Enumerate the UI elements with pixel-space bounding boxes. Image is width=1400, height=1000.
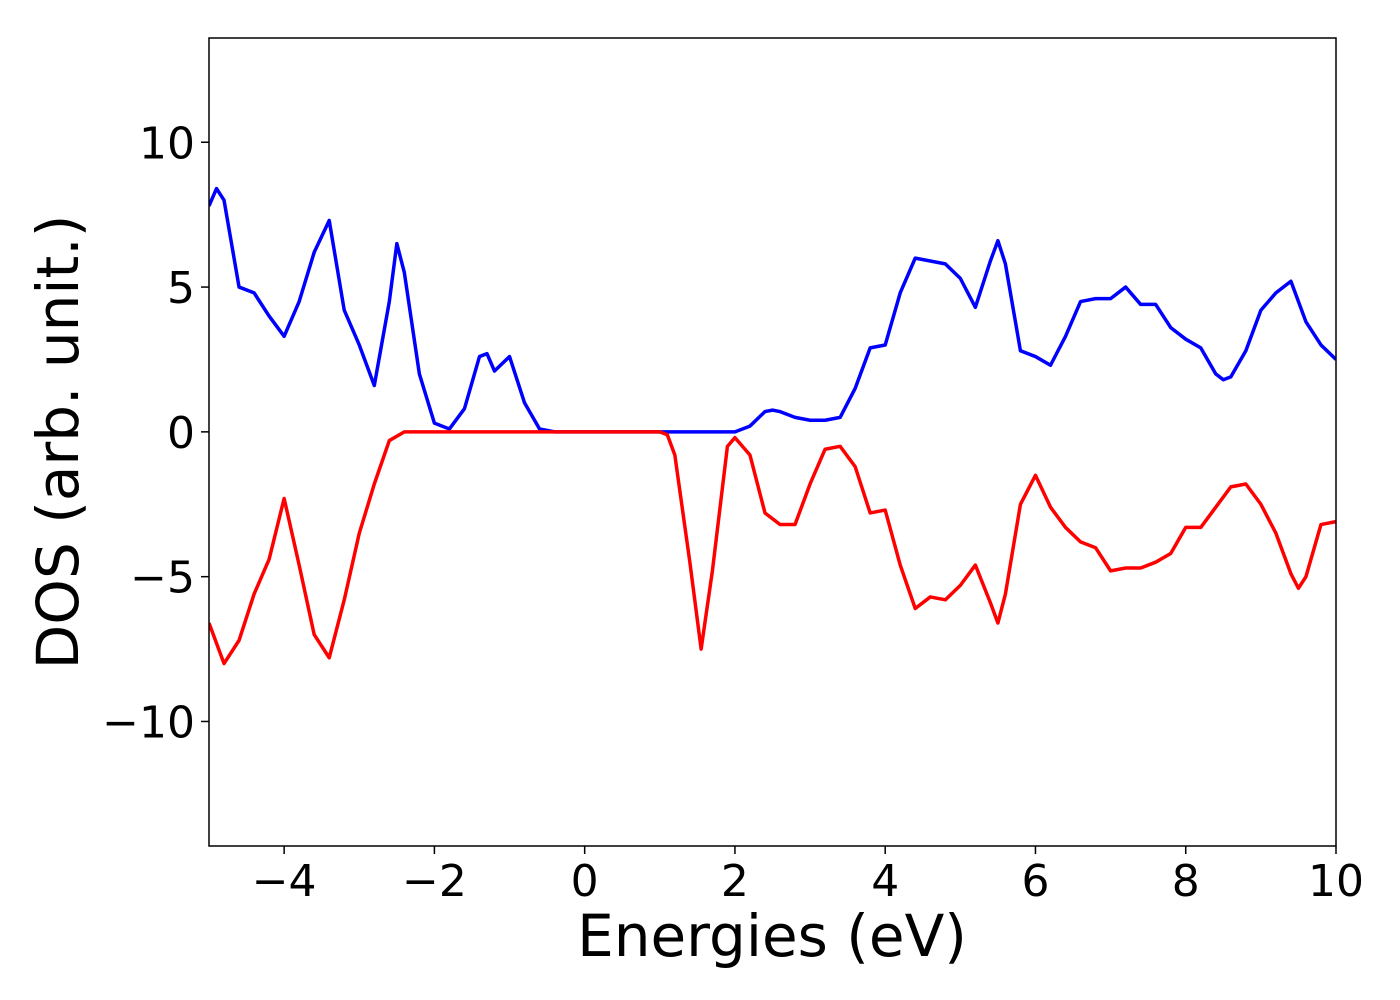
- x-tick-label: 2: [721, 856, 749, 907]
- line-series: [209, 186, 1336, 434]
- y-tick-label: 10: [139, 118, 195, 169]
- x-axis-label: Energies (eV): [577, 902, 967, 970]
- x-tick-label: 10: [1308, 856, 1364, 907]
- x-tick-label: −4: [252, 856, 317, 907]
- plot-frame: [208, 37, 1337, 847]
- y-tick-label: 0: [167, 408, 195, 459]
- x-tick-label: 0: [571, 856, 599, 907]
- y-tick-label: 5: [167, 263, 195, 314]
- line-series: [209, 430, 1336, 666]
- x-tick-label: 8: [1172, 856, 1200, 907]
- y-tick-label: −5: [130, 553, 195, 604]
- x-tick-label: 4: [871, 856, 899, 907]
- x-tick-label: 6: [1021, 856, 1049, 907]
- y-tick-label: −10: [102, 697, 195, 748]
- y-axis-label: DOS (arb. unit.): [24, 215, 92, 670]
- x-tick-label: −2: [402, 856, 467, 907]
